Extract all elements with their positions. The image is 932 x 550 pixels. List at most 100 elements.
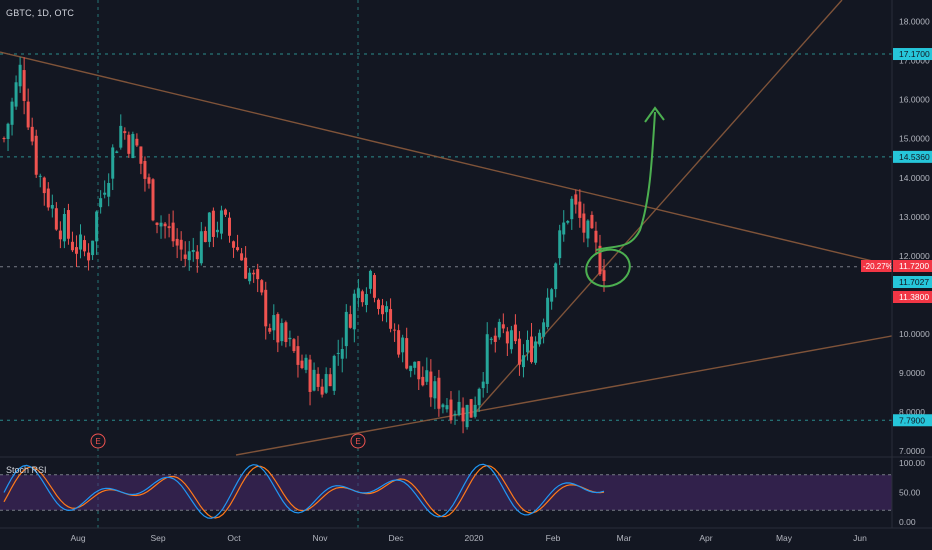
candle-body — [320, 386, 324, 395]
candle-body — [228, 217, 232, 236]
candle-body — [489, 338, 493, 340]
candle-body — [155, 222, 159, 226]
price-tag-box — [893, 260, 932, 272]
candle-body — [308, 359, 312, 392]
price-tick-label: 16.0000 — [899, 95, 930, 105]
time-tick-label: Apr — [699, 533, 712, 543]
annotation-arrow-stroke — [595, 111, 656, 251]
earnings-marker-label: E — [355, 437, 360, 446]
candle-body — [381, 305, 385, 315]
time-tick-label: Feb — [546, 533, 561, 543]
candle-body — [481, 381, 485, 389]
candle-body — [264, 289, 268, 327]
candle-body — [280, 323, 284, 342]
candle-body — [348, 314, 352, 328]
candle-body — [461, 407, 465, 422]
candle-body — [6, 123, 10, 140]
candle-body — [433, 381, 437, 399]
candle-body — [115, 151, 119, 153]
candle-body — [42, 177, 46, 194]
candle-body — [91, 240, 95, 256]
candle-body — [485, 334, 489, 384]
candle-body — [413, 361, 417, 368]
candle-body — [558, 230, 562, 259]
candlesticks — [2, 57, 606, 434]
candle-body — [582, 213, 586, 233]
time-tick-label: Dec — [388, 533, 404, 543]
candle-body — [397, 330, 401, 355]
candle-body — [372, 275, 376, 298]
price-tick-label: 10.0000 — [899, 329, 930, 339]
price-tag-label: 14.5360 — [899, 152, 930, 162]
trendline — [235, 335, 893, 456]
candle-body — [316, 373, 320, 387]
candle-body — [578, 201, 582, 218]
time-tick-label: Oct — [227, 533, 241, 543]
candle-body — [562, 222, 566, 235]
candle-body — [304, 357, 308, 370]
price-tag-box — [893, 291, 932, 303]
candle-body — [87, 252, 91, 261]
candle-body — [139, 146, 143, 164]
time-tick-label: May — [776, 533, 793, 543]
price-tag-label: 17.1700 — [899, 49, 930, 59]
candle-body — [38, 175, 42, 177]
candle-body — [14, 82, 18, 107]
price-tag-box — [893, 150, 932, 163]
stoch-rsi-pane: 100.00 50.00 0.00 — [0, 458, 925, 527]
symbol-header[interactable]: GBTC, 1D, OTC — [6, 8, 75, 18]
candle-body — [143, 161, 147, 179]
candle-body — [268, 328, 272, 332]
price-tick-label: 13.0000 — [899, 212, 930, 222]
price-tick-label: 18.0000 — [899, 17, 930, 27]
candle-body — [602, 270, 606, 281]
candle-body — [292, 339, 296, 352]
candle-body — [324, 374, 328, 393]
candle-body — [477, 388, 481, 406]
candle-body — [203, 230, 207, 243]
candle-body — [590, 214, 594, 229]
candle-body — [401, 337, 405, 353]
stoch-tick-label: 50.00 — [899, 488, 921, 498]
candle-body — [437, 377, 441, 409]
candle-body — [409, 365, 413, 372]
candle-body — [364, 294, 368, 306]
stoch-rsi-title[interactable]: Stoch RSI — [6, 465, 47, 475]
candle-body — [296, 346, 300, 365]
candle-body — [385, 306, 389, 313]
candle-body — [195, 251, 199, 260]
price-tick-label: 8.0000 — [899, 407, 925, 417]
candle-body — [147, 177, 151, 184]
candle-body — [211, 210, 215, 237]
time-tick-label: Sep — [150, 533, 165, 543]
price-tick-label: 9.0000 — [899, 368, 925, 378]
candle-body — [187, 251, 191, 261]
time-axis: Aug Sep Oct Nov Dec 2020 Feb Mar Apr May Jun — [70, 533, 867, 543]
candle-body — [421, 376, 425, 386]
candle-body — [272, 315, 276, 331]
candle-body — [328, 374, 332, 387]
candle-body — [550, 289, 554, 302]
candle-body — [530, 336, 534, 363]
candle-body — [79, 234, 83, 250]
candle-body — [546, 297, 550, 327]
candle-body — [288, 337, 292, 340]
candle-body — [449, 399, 453, 421]
candle-body — [207, 212, 211, 242]
time-tick-label: Aug — [70, 533, 85, 543]
candle-body — [566, 220, 570, 223]
candle-body — [509, 330, 513, 350]
candle-body — [525, 339, 529, 353]
candle-body — [554, 263, 558, 290]
candle-body — [26, 101, 30, 128]
price-tag-label: 11.7027 — [899, 277, 929, 287]
candle-body — [135, 138, 139, 146]
candle-body — [159, 222, 163, 227]
candle-body — [46, 188, 50, 208]
candle-body — [570, 198, 574, 220]
candle-body — [501, 324, 505, 329]
price-tag-label: 7.7900 — [899, 415, 925, 425]
